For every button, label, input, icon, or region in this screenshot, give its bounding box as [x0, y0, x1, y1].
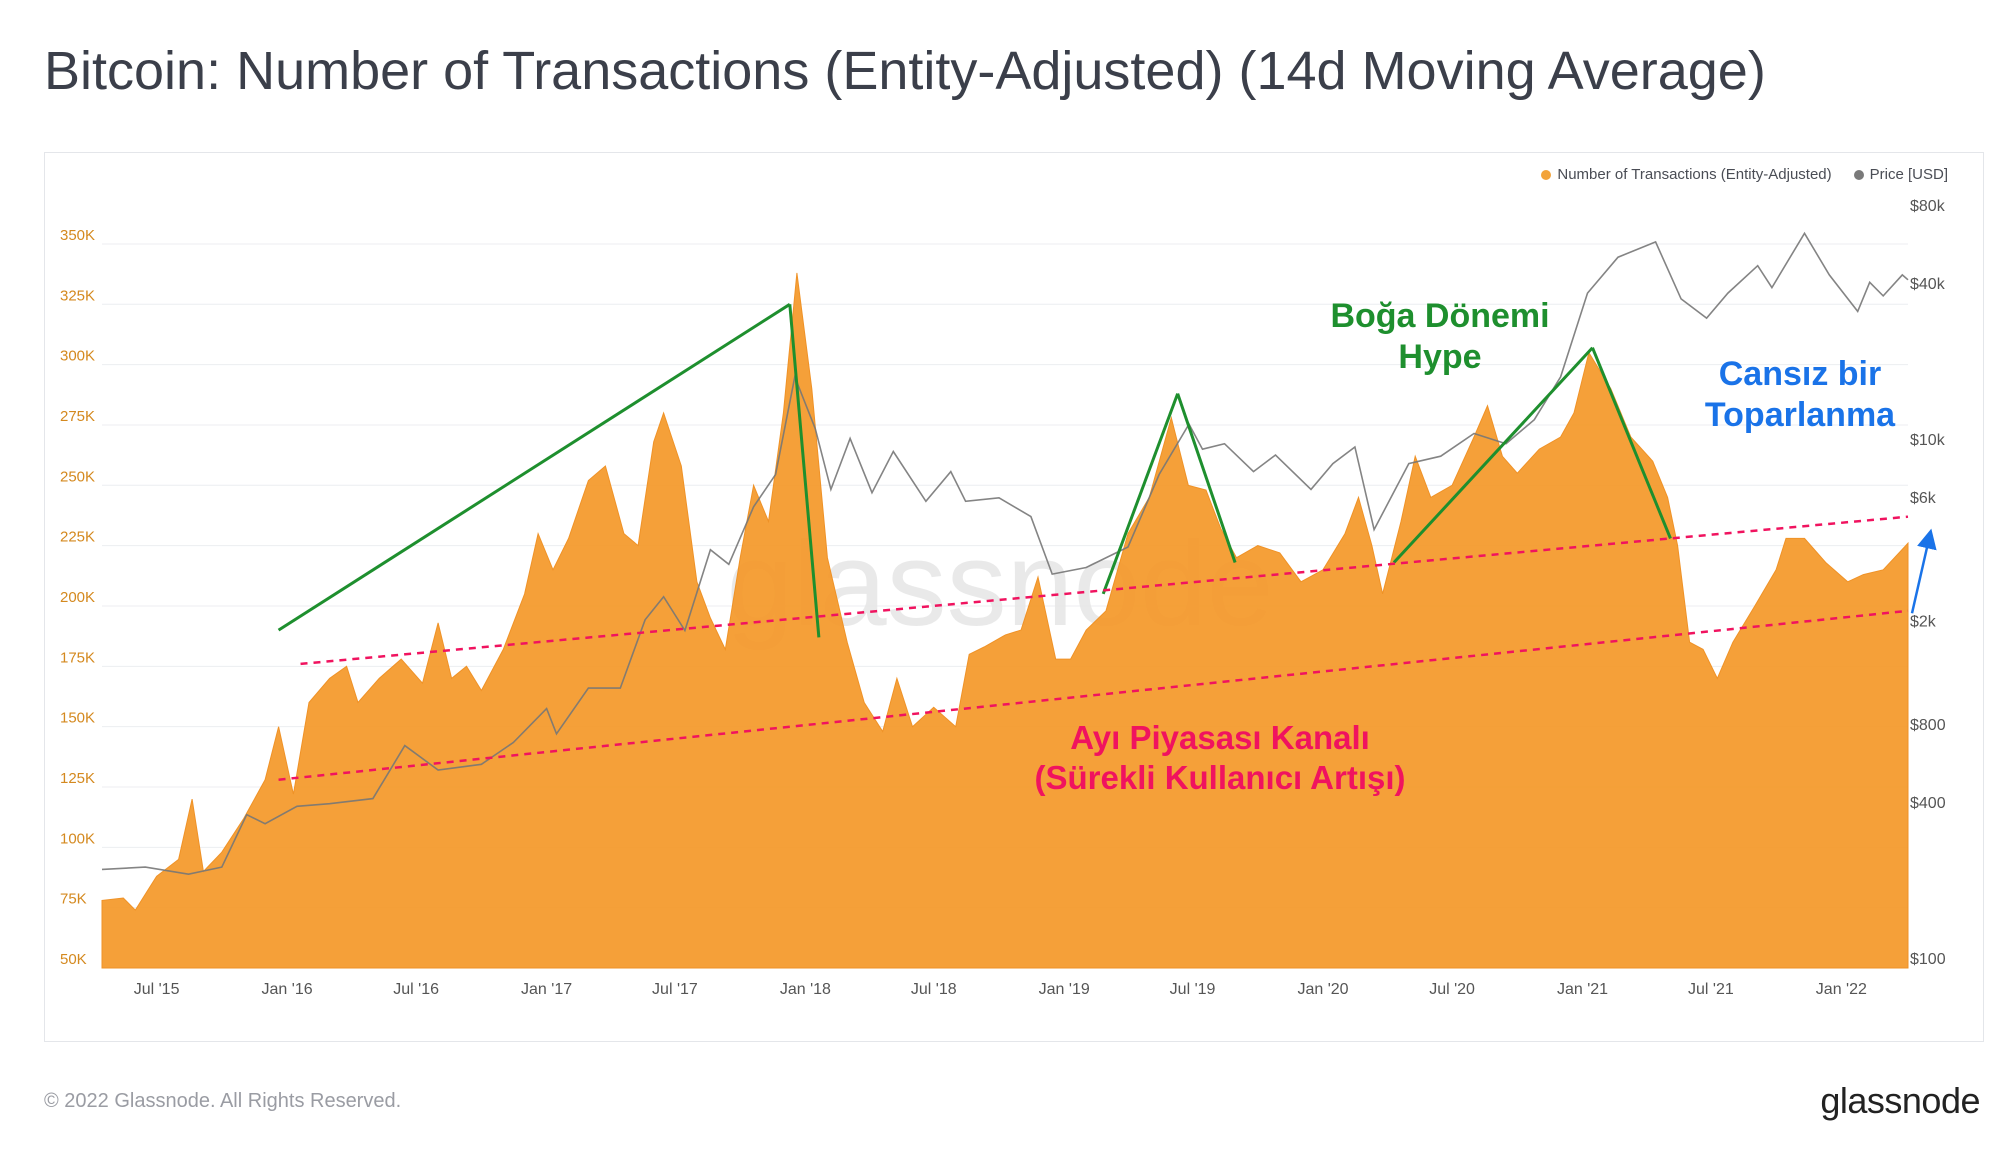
footer-copyright: © 2022 Glassnode. All Rights Reserved. [44, 1090, 402, 1112]
trend-line-2 [1101, 393, 1180, 595]
chart-panel [44, 152, 1984, 1042]
channel-line-0 [300, 515, 1909, 666]
x-tick-label: Jul '15 [134, 981, 180, 998]
right-tick-label: $80k [1910, 198, 1946, 215]
annotation-lifeless-recovery: Cansız bir Toparlanma [1660, 354, 1940, 436]
chart-legend: Number of Transactions (Entity-Adjusted)… [1541, 166, 1948, 183]
right-tick-label: $40k [1910, 276, 1946, 293]
annotation-bear-channel-line1: Ayı Piyasası Kanalı [1070, 719, 1370, 756]
x-tick-label: Jul '18 [911, 981, 957, 998]
x-tick-label: Jan '18 [780, 981, 831, 998]
left-tick-label: 50K [60, 951, 87, 968]
recovery-arrow [1910, 528, 1937, 614]
x-tick-label: Jul '16 [393, 981, 439, 998]
trend-line-4 [1392, 346, 1594, 564]
annotation-bear-channel-line2: (Sürekli Kullanıcı Artışı) [1034, 758, 1406, 796]
trend-line-1 [788, 304, 821, 638]
x-tick-label: Jul '20 [1429, 981, 1475, 998]
right-tick-label: $10k [1910, 432, 1946, 449]
right-tick-label: $800 [1910, 717, 1946, 734]
left-tick-label: 325K [60, 287, 95, 304]
left-tick-label: 200K [60, 589, 95, 606]
trend-line-0 [277, 303, 791, 632]
legend-label-transactions: Number of Transactions (Entity-Adjusted) [1557, 166, 1832, 183]
annotation-lifeless-recovery-line1: Cansız bir [1718, 355, 1882, 393]
transactions-area [101, 272, 1909, 969]
left-tick-label: 275K [60, 408, 95, 425]
right-tick-label: $400 [1910, 795, 1946, 812]
left-tick-label: 250K [60, 468, 95, 485]
x-tick-label: Jan '22 [1816, 981, 1867, 998]
chart-svg: 50K 75K 100K 125K 150K 175K 200K 225K 250K 275K 30… [60, 198, 1946, 998]
left-tick-label: 75K [60, 891, 87, 908]
annotation-lifeless-recovery-line2: Toparlanma [1704, 395, 1896, 434]
left-tick-label: 150K [60, 710, 95, 727]
annotation-bull-hype-line2: Hype [1398, 337, 1482, 376]
trend-line-5 [1591, 347, 1672, 539]
right-tick-label: $6k [1910, 490, 1937, 507]
x-tick-label: Jan '21 [1557, 981, 1608, 998]
right-tick-label: $100 [1910, 951, 1946, 968]
left-tick-label: 300K [60, 348, 95, 365]
right-tick-label: $2k [1910, 614, 1937, 631]
x-tick-label: Jul '17 [652, 981, 698, 998]
x-tick-label: Jul '19 [1170, 981, 1216, 998]
annotation-bull-hype: Boğa Dönemi Hype [1300, 296, 1580, 378]
x-tick-label: Jan '16 [262, 981, 313, 998]
annotation-bull-hype-line1: Boğa Dönemi [1330, 297, 1550, 335]
x-tick-label: Jan '20 [1297, 981, 1348, 998]
left-tick-label: 175K [60, 649, 95, 666]
page-title: Bitcoin: Number of Transactions (Entity-… [44, 41, 1766, 101]
x-tick-label: Jul '21 [1688, 981, 1734, 998]
left-tick-label: 350K [60, 227, 95, 244]
channel-line-1 [278, 609, 1909, 781]
left-tick-label: 225K [60, 529, 95, 546]
legend-item-price[interactable]: Price [USD] [1853, 166, 1948, 183]
left-tick-label: 100K [60, 830, 95, 847]
legend-item-transactions[interactable]: Number of Transactions (Entity-Adjusted) [1541, 166, 1832, 183]
trend-line-3 [1176, 393, 1237, 564]
x-tick-label: Jan '17 [521, 981, 572, 998]
left-tick-label: 125K [60, 770, 95, 787]
legend-label-price: Price [USD] [1869, 166, 1948, 183]
x-tick-label: Jan '19 [1039, 981, 1090, 998]
legend-dot-price [1853, 169, 1864, 180]
legend-dot-transactions [1541, 169, 1552, 180]
annotation-bear-channel: Ayı Piyasası Kanalı (Sürekli Kullanıcı A… [960, 718, 1480, 797]
glassnode-logo[interactable]: glassnode [1820, 1080, 1980, 1121]
